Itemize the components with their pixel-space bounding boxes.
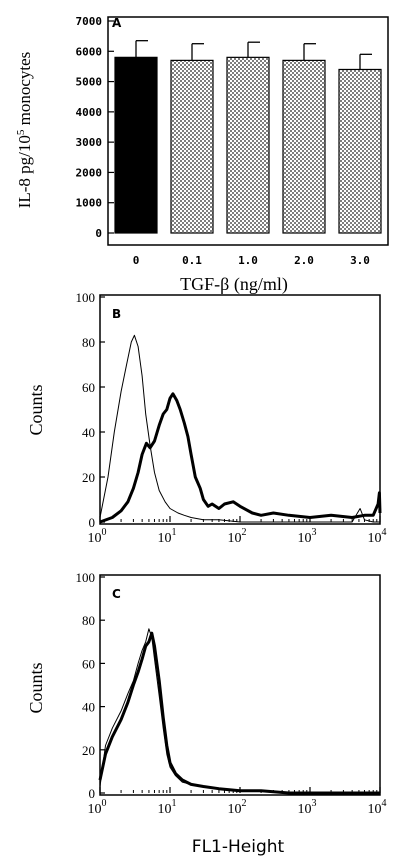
- panel-b: B 0 20 40 60 80 100 100 101 102 103 104 Counts: [26, 290, 387, 546]
- panel-c: C 0 20 40 60 80 100 100 101 102 103 104 Counts FL…: [26, 570, 387, 857]
- panel-c-y-tick-label: 40: [82, 700, 95, 715]
- panel-b-y-tick-label: 20: [82, 470, 95, 485]
- panel-b-x-tick-label: 100: [88, 527, 107, 546]
- panel-c-x-axis-label: FL1-Height: [192, 837, 285, 857]
- panel-b-x-ticks: 100 101 102 103 104: [88, 516, 387, 546]
- panel-a-bar: [114, 56, 158, 234]
- panel-a-y-tick-label: 5000: [76, 76, 103, 89]
- panel-c-frame: [99, 574, 381, 796]
- panel-a-x-ticks: 0 0.1 1.0 2.0 3.0: [133, 254, 370, 267]
- panel-c-y-tick-label: 80: [82, 613, 95, 628]
- panel-b-y-tick-label: 0: [89, 515, 96, 530]
- panel-a-x-tick-label: 3.0: [350, 254, 370, 267]
- panel-a-x-tick-label: 0: [133, 254, 140, 267]
- panel-b-y-ticks: 0 20 40 60 80 100: [76, 290, 105, 530]
- panel-a-x-axis-label: TGF-β (ng/ml): [180, 274, 288, 295]
- panel-c-series-thin: [99, 628, 380, 794]
- panel-a-y-axis-label: IL-8 pg/105 monocytes: [15, 52, 34, 209]
- panel-a-y-tick-label: 0: [95, 227, 102, 240]
- panel-c-y-ticks: 0 20 40 60 80 100: [76, 570, 105, 801]
- panel-c-y-tick-label: 20: [82, 743, 95, 758]
- panel-a-y-tick-label: 2000: [76, 166, 103, 179]
- panel-a-bar: [282, 59, 326, 234]
- panel-c-series-thick: [98, 631, 380, 795]
- panel-c-y-tick-label: 60: [82, 656, 95, 671]
- panel-a-bar: [338, 68, 382, 234]
- panel-a-y-tick-label: 1000: [76, 197, 103, 210]
- panel-c-x-tick-label: 103: [298, 798, 317, 817]
- panel-b-y-tick-label: 100: [76, 290, 96, 305]
- panel-a-frame: [107, 16, 389, 246]
- panel-c-x-tick-label: 102: [228, 798, 247, 817]
- panel-a-bar: [226, 56, 270, 234]
- panel-a-y-tick-label: 7000: [76, 15, 103, 28]
- panel-b-frame: [99, 294, 381, 525]
- panel-a-x-tick-label: 0.1: [182, 254, 202, 267]
- panel-b-series-thick: [99, 392, 382, 524]
- panel-c-series: [98, 628, 380, 795]
- panel-c-y-axis-label: Counts: [26, 662, 46, 713]
- panel-c-letter: C: [112, 587, 121, 601]
- panel-c-x-tick-label: 100: [88, 798, 107, 817]
- panel-b-y-tick-label: 60: [82, 380, 95, 395]
- panel-b-letter: B: [112, 307, 121, 321]
- panel-b-x-tick-label: 103: [298, 527, 317, 546]
- panel-a-bar: [170, 59, 214, 234]
- panel-b-x-tick-label: 102: [228, 527, 247, 546]
- panel-a-x-tick-label: 2.0: [294, 254, 314, 267]
- panel-b-y-tick-label: 80: [82, 335, 95, 350]
- panel-a-x-tick-label: 1.0: [238, 254, 258, 267]
- panel-c-y-tick-label: 0: [89, 786, 96, 801]
- panel-a: A 0 1000 2000 3000 4000 5000 6000 7000 0 0.1 1.0 2…: [15, 15, 389, 295]
- panel-c-x-tick-label: 104: [368, 798, 387, 817]
- panel-a-y-ticks: 0 1000 2000 3000 4000 5000 6000 7000: [76, 15, 114, 240]
- panel-a-y-tick-label: 3000: [76, 136, 103, 149]
- panel-b-y-axis-label: Counts: [26, 384, 46, 435]
- panel-a-y-tick-label: 6000: [76, 45, 103, 58]
- panel-b-x-tick-label: 104: [368, 527, 387, 546]
- panel-b-y-tick-label: 40: [82, 425, 95, 440]
- panel-b-series: [99, 334, 382, 524]
- panel-c-y-tick-label: 100: [76, 570, 96, 585]
- panel-a-y-tick-label: 4000: [76, 106, 103, 119]
- panel-b-x-tick-label: 101: [158, 527, 177, 546]
- panel-c-x-tick-label: 101: [158, 798, 177, 817]
- panel-a-letter: A: [112, 16, 122, 30]
- panel-a-bars: [114, 40, 382, 234]
- panel-b-series-thin: [99, 334, 380, 523]
